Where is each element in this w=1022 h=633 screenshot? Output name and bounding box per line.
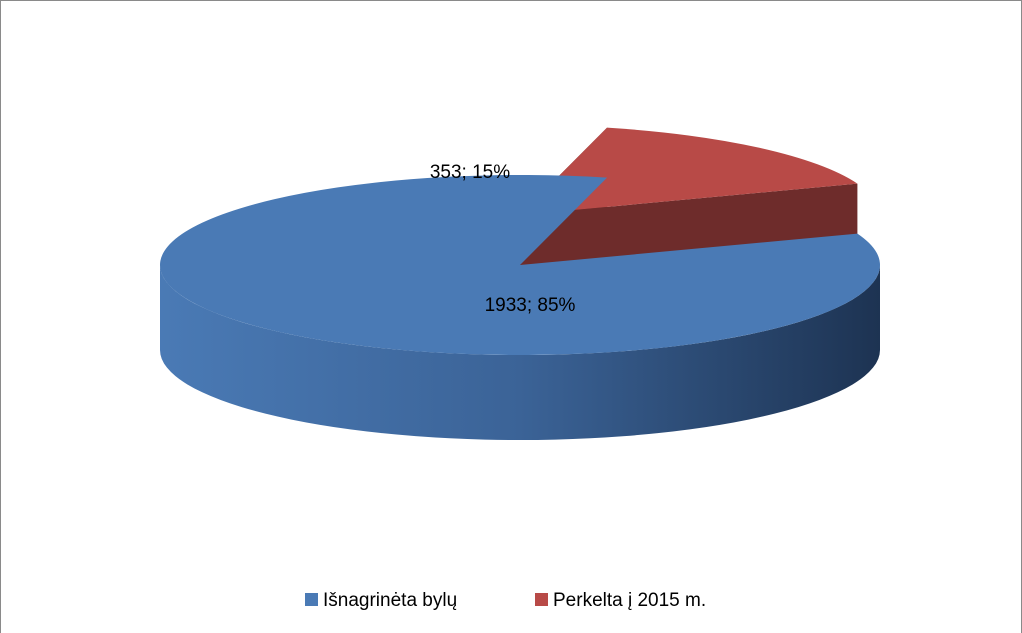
data-label: 1933; 85%	[485, 295, 576, 316]
pie-slice	[520, 127, 858, 215]
legend-swatch	[535, 593, 548, 606]
data-label: 353; 15%	[430, 162, 510, 183]
legend-swatch	[305, 593, 318, 606]
pie-slice	[160, 174, 880, 355]
legend-label: Perkelta į 2015 m.	[553, 590, 706, 611]
pie-side	[160, 265, 880, 440]
legend-label: Išnagrinėta bylų	[323, 590, 457, 611]
